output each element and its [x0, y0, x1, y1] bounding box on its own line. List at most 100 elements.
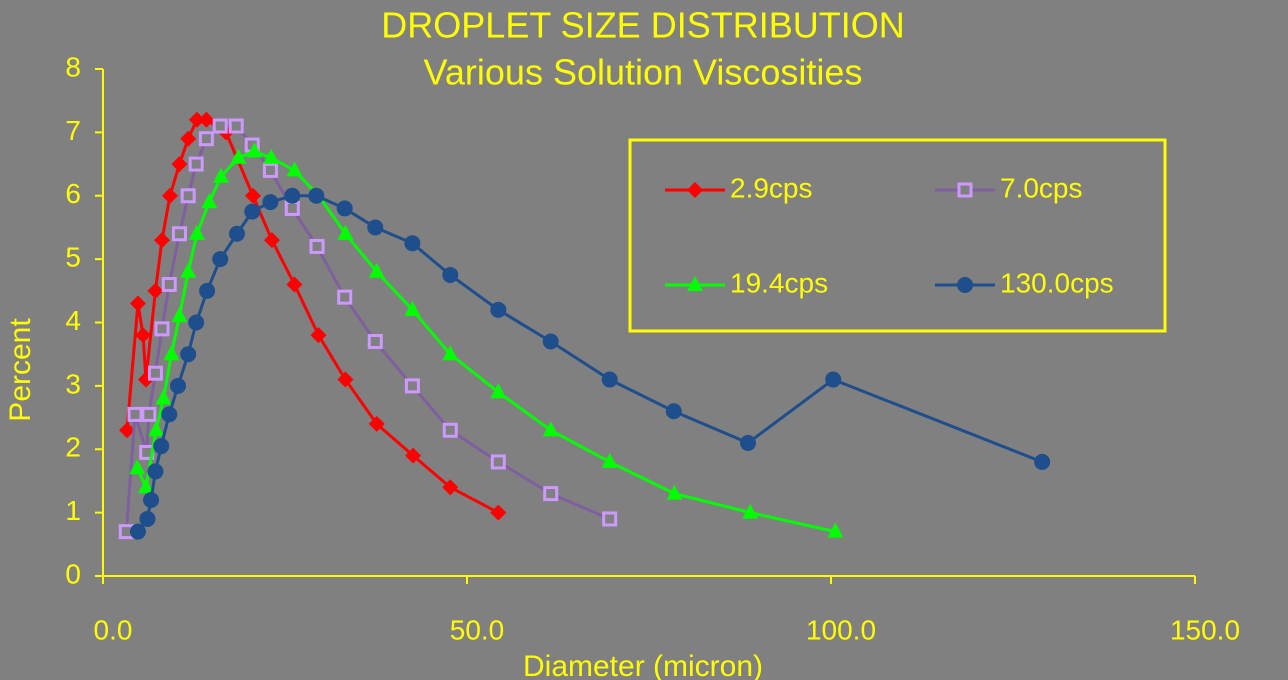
- data-point: [135, 327, 152, 344]
- data-point: [490, 383, 507, 399]
- data-point: [404, 300, 421, 316]
- data-point: [442, 345, 459, 361]
- x-axis-label: Diameter (micron): [523, 650, 763, 680]
- data-point: [490, 454, 506, 470]
- data-point: [442, 266, 459, 283]
- data-point: [171, 226, 187, 242]
- data-point: [244, 187, 261, 204]
- y-tick-label: 5: [65, 242, 81, 273]
- data-point: [161, 276, 177, 292]
- data-point: [212, 118, 228, 134]
- data-point: [127, 406, 143, 422]
- data-point: [602, 511, 618, 527]
- data-point: [212, 167, 229, 183]
- data-point: [154, 321, 170, 337]
- data-point: [601, 371, 618, 388]
- data-point: [336, 200, 353, 217]
- data-point: [143, 491, 160, 508]
- data-point: [147, 365, 163, 381]
- y-tick-label: 6: [65, 178, 81, 209]
- data-point: [163, 345, 180, 361]
- x-tick-label: 150.0: [1170, 614, 1240, 645]
- legend-marker: [957, 182, 973, 198]
- data-point: [337, 371, 354, 388]
- data-point: [337, 289, 353, 305]
- x-tick-label: 50.0: [450, 614, 505, 645]
- data-point: [212, 251, 229, 268]
- data-point: [137, 478, 154, 494]
- legend-marker: [687, 182, 703, 198]
- data-point: [230, 148, 247, 164]
- data-point: [147, 282, 164, 299]
- data-point: [198, 131, 214, 147]
- data-point: [310, 327, 327, 344]
- data-point: [153, 438, 170, 455]
- data-point: [740, 434, 757, 451]
- data-point: [246, 142, 263, 158]
- data-point: [180, 130, 197, 147]
- y-tick-label: 2: [65, 432, 81, 463]
- data-point: [169, 377, 186, 394]
- legend-marker: [957, 277, 973, 293]
- data-point: [543, 486, 559, 502]
- data-point: [228, 118, 244, 134]
- data-point: [263, 148, 280, 164]
- y-axis-label: Percent: [4, 318, 37, 422]
- data-point: [161, 187, 178, 204]
- data-point: [263, 232, 280, 249]
- data-point: [139, 510, 156, 527]
- data-point: [171, 307, 188, 323]
- chart-title: DROPLET SIZE DISTRIBUTION: [381, 5, 904, 46]
- y-tick-label: 4: [65, 305, 81, 336]
- data-point: [368, 262, 385, 278]
- data-point: [129, 295, 146, 312]
- data-point: [180, 188, 196, 204]
- data-point: [666, 484, 683, 500]
- data-point: [199, 282, 216, 299]
- data-point: [262, 194, 279, 211]
- data-point: [147, 463, 164, 480]
- x-tick-label: 0.0: [94, 614, 133, 645]
- data-point: [171, 156, 188, 173]
- data-point: [161, 406, 178, 423]
- data-point: [284, 200, 300, 216]
- data-point: [201, 193, 218, 209]
- data-point: [404, 235, 421, 252]
- data-point: [262, 162, 278, 178]
- data-point: [129, 523, 146, 540]
- data-point: [188, 111, 205, 128]
- data-point: [188, 224, 205, 240]
- data-point: [368, 415, 385, 432]
- data-point: [188, 156, 204, 172]
- data-point: [119, 422, 136, 439]
- data-point: [309, 238, 325, 254]
- data-point: [665, 403, 682, 420]
- data-point: [284, 187, 301, 204]
- data-point: [244, 203, 261, 220]
- data-point: [337, 224, 354, 240]
- data-point: [129, 459, 146, 475]
- data-point: [1034, 453, 1051, 470]
- data-point: [180, 262, 197, 278]
- data-point: [141, 406, 157, 422]
- legend-box: [628, 138, 1167, 333]
- data-point: [148, 421, 165, 437]
- data-point: [542, 333, 559, 350]
- data-point: [742, 503, 759, 519]
- y-tick-label: 0: [65, 558, 81, 589]
- legend-label: 7.0cps: [1000, 172, 1083, 203]
- data-point: [188, 314, 205, 331]
- y-tick-label: 3: [65, 368, 81, 399]
- data-point: [405, 447, 422, 464]
- x-tick-label: 100.0: [806, 614, 876, 645]
- legend-label: 19.4cps: [730, 267, 828, 298]
- data-point: [198, 111, 215, 128]
- data-point: [490, 301, 507, 318]
- data-point: [153, 232, 170, 249]
- data-point: [827, 522, 844, 538]
- data-point: [367, 334, 383, 350]
- legend-marker: [687, 276, 703, 291]
- data-point: [367, 219, 384, 236]
- data-point: [442, 422, 458, 438]
